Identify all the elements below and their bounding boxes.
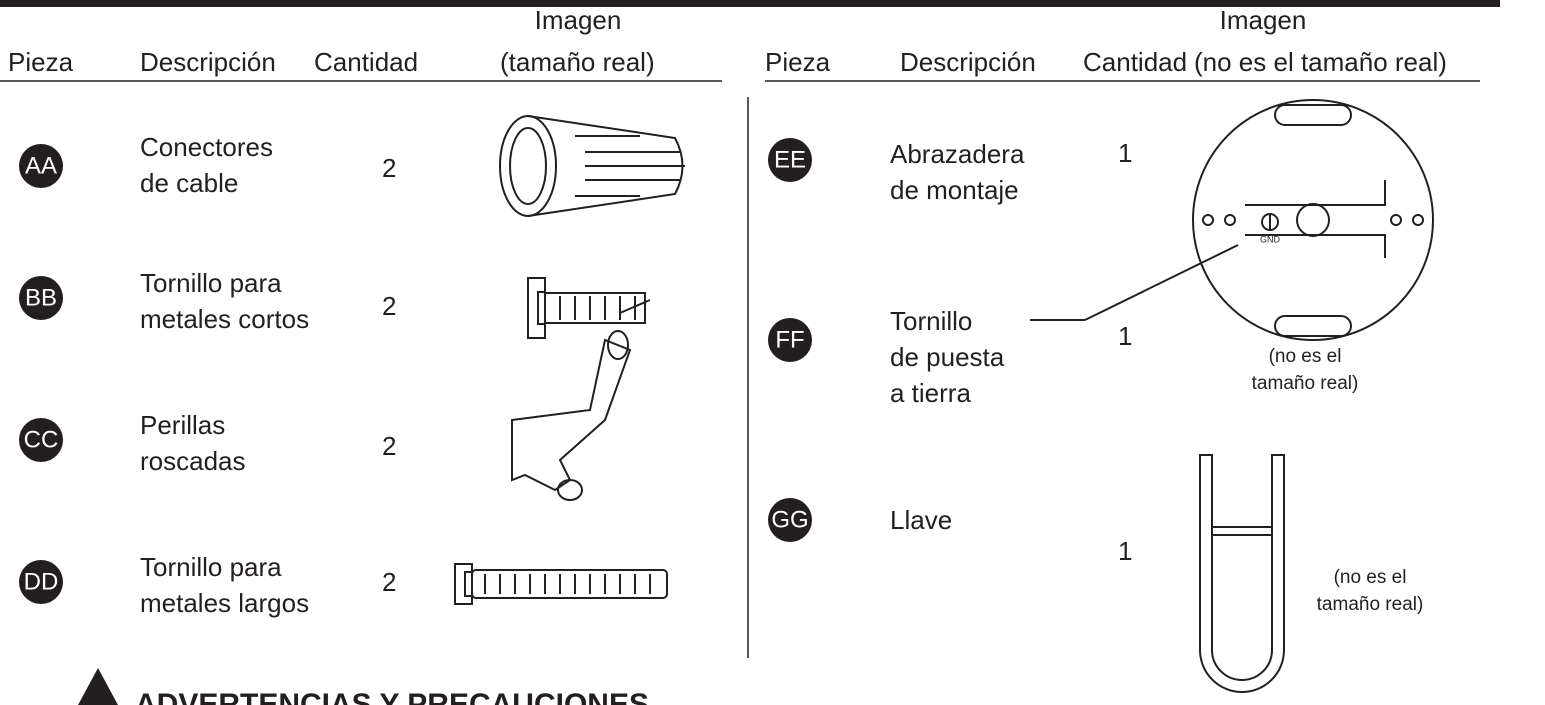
header-image: Imagen	[1220, 5, 1307, 35]
piece-badge	[19, 418, 63, 462]
description: de puesta	[890, 342, 1005, 372]
header-description: Descripción	[900, 47, 1036, 77]
description: de montaje	[890, 175, 1019, 205]
piece-badge	[768, 318, 812, 362]
piece-badge	[19, 560, 63, 604]
description: roscadas	[140, 446, 246, 476]
description: Tornillo para	[140, 268, 282, 298]
piece-code: GG	[771, 506, 808, 533]
description: Tornillo	[890, 306, 972, 336]
header-quantity: Cantidad	[1083, 47, 1187, 77]
description: Abrazadera	[890, 139, 1025, 169]
piece-code: DD	[24, 568, 59, 595]
ground-label: GND	[1260, 234, 1281, 244]
description: metales largos	[140, 588, 309, 618]
threaded-knob-drawing	[511, 330, 632, 501]
piece-badge	[768, 138, 812, 182]
wrench-drawing	[1199, 454, 1285, 693]
warning-icon	[78, 668, 118, 705]
short-screw-drawing	[527, 277, 651, 339]
wire-connector-drawing	[499, 115, 685, 217]
description: Llave	[890, 505, 952, 535]
description: a tierra	[890, 378, 971, 408]
header-image: Imagen	[535, 5, 622, 35]
piece-code: BB	[25, 284, 57, 311]
piece-badge	[768, 498, 812, 542]
header-image: (no es el tamaño real)	[1194, 47, 1447, 77]
header-quantity: Cantidad	[314, 47, 418, 77]
piece-code: EE	[774, 146, 806, 173]
top-rule	[0, 0, 1500, 7]
size-note: tamaño real)	[1317, 594, 1424, 615]
size-note: (no es el	[1269, 346, 1342, 367]
description: de cable	[140, 168, 238, 198]
quantity: 1	[1118, 536, 1132, 566]
long-screw-drawing	[454, 563, 668, 605]
description: Conectores	[140, 132, 273, 162]
description: Perillas	[140, 410, 225, 440]
warning-title: ADVERTENCIAS Y PRECAUCIONES	[135, 688, 649, 705]
size-note: (no es el	[1334, 567, 1407, 588]
header-piece: Pieza	[765, 47, 831, 77]
quantity: 2	[382, 291, 396, 321]
description: metales cortos	[140, 304, 309, 334]
mounting-bracket-drawing	[1030, 99, 1434, 341]
header-description: Descripción	[140, 47, 276, 77]
quantity: 1	[1118, 138, 1132, 168]
piece-code: AA	[25, 152, 57, 179]
quantity: 2	[382, 567, 396, 597]
quantity: 2	[382, 431, 396, 461]
piece-badge	[19, 276, 63, 320]
description: Tornillo para	[140, 552, 282, 582]
header-image: (tamaño real)	[500, 47, 655, 77]
piece-badge	[19, 144, 63, 188]
size-note: tamaño real)	[1252, 373, 1359, 394]
piece-code: FF	[775, 326, 804, 353]
header-piece: Pieza	[8, 47, 74, 77]
quantity: 1	[1118, 321, 1132, 351]
quantity: 2	[382, 153, 396, 183]
piece-code: CC	[24, 426, 59, 453]
